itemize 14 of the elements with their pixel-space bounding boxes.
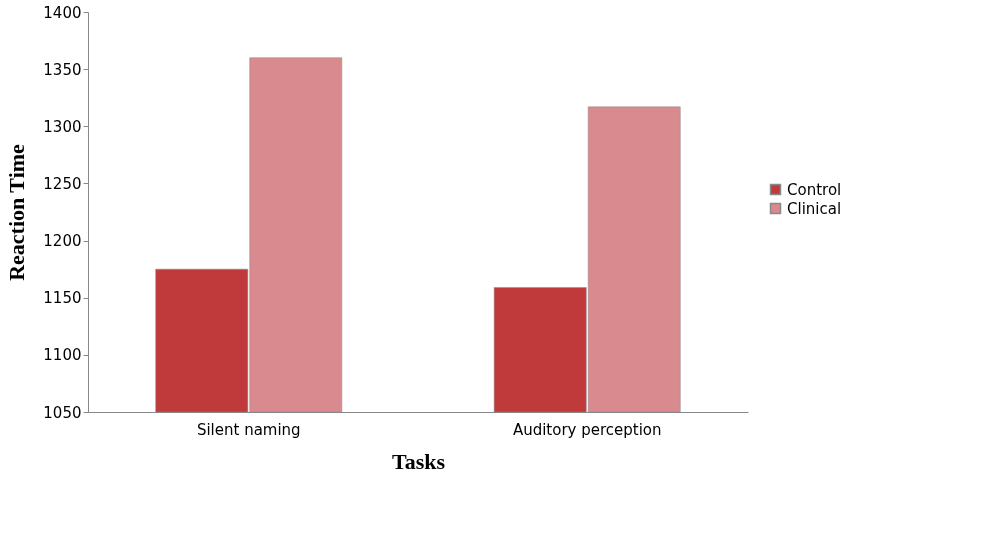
y-tick-label: 1100 — [43, 346, 82, 365]
legend-label: Clinical — [787, 199, 842, 218]
x-axis-title: Tasks — [391, 448, 446, 474]
y-tick-label: 1200 — [43, 232, 82, 251]
y-tick-label: 1400 — [43, 3, 82, 22]
y-tick-label: 1050 — [43, 403, 82, 422]
legend-label: Control — [787, 180, 842, 199]
y-tick-label: 1150 — [43, 289, 82, 308]
y-tick-label: 1300 — [43, 117, 82, 136]
y-axis-title: Reaction Time — [4, 143, 30, 281]
y-tick-label: 1350 — [43, 60, 82, 79]
x-tick-label: Auditory perception — [512, 420, 662, 439]
x-tick-label: Silent naming — [196, 420, 301, 439]
y-tick-label: 1250 — [43, 174, 82, 193]
